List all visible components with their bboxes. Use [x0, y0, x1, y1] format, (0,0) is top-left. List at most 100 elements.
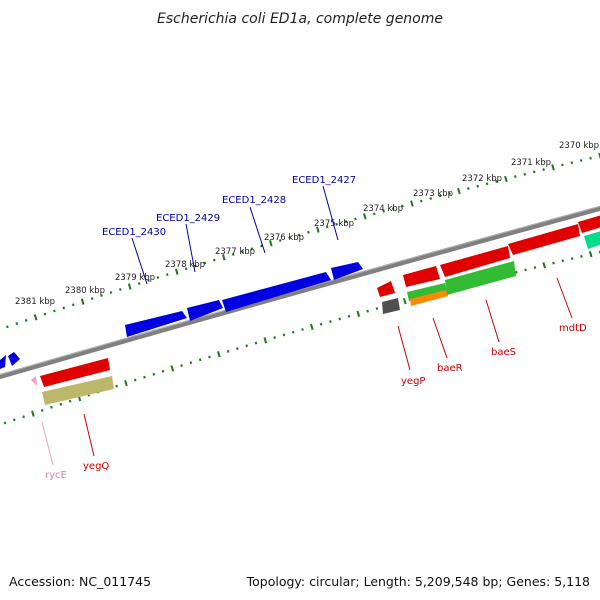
gene-label[interactable]: ECED1_2430: [102, 227, 166, 238]
minor-tick: [245, 344, 248, 348]
gene-label[interactable]: yegQ: [83, 461, 109, 472]
minor-tick: [589, 156, 592, 160]
minor-tick: [6, 325, 9, 329]
major-tick: [551, 164, 555, 171]
major-tick: [542, 262, 546, 269]
minor-tick: [184, 267, 188, 271]
kbp-label: 2378 kbp: [165, 260, 205, 270]
gene-arrow[interactable]: [407, 283, 447, 301]
gene-label[interactable]: baeR: [437, 363, 463, 374]
major-tick: [310, 323, 314, 330]
minor-tick: [347, 314, 351, 318]
minor-tick: [59, 402, 63, 406]
leader-line: [432, 317, 448, 359]
minor-tick: [420, 199, 423, 203]
gene-arrow[interactable]: [377, 281, 395, 297]
major-tick: [504, 175, 508, 183]
gene-arrow[interactable]: [382, 298, 400, 314]
minor-tick: [231, 252, 235, 256]
kbp-label: 2373 kbp: [413, 189, 453, 199]
minor-tick: [401, 204, 404, 208]
minor-tick: [203, 261, 207, 265]
leader-line: [83, 413, 95, 457]
minor-tick: [100, 294, 103, 297]
map-title: Escherichia coli ED1a, complete genome: [157, 11, 443, 27]
gene-label[interactable]: ECED1_2429: [156, 213, 220, 224]
major-tick: [222, 254, 226, 261]
minor-tick: [297, 233, 301, 237]
major-tick: [170, 365, 175, 372]
minor-tick: [273, 336, 276, 340]
major-tick: [174, 268, 179, 275]
minor-tick: [552, 261, 555, 265]
gene-label[interactable]: yegP: [401, 376, 425, 387]
minor-tick: [373, 212, 376, 216]
gene-arrow[interactable]: [410, 290, 448, 306]
gene-arrow[interactable]: [125, 311, 187, 337]
minor-tick: [208, 355, 211, 359]
minor-tick: [226, 349, 230, 353]
minor-tick: [119, 288, 122, 291]
minor-tick: [15, 322, 19, 326]
minor-tick: [382, 209, 385, 213]
gene-label[interactable]: mdtD: [559, 323, 587, 334]
minor-tick: [143, 375, 146, 379]
minor-tick: [467, 187, 470, 191]
minor-tick: [319, 322, 323, 326]
major-tick: [33, 314, 38, 321]
kbp-label: 2380 kbp: [65, 286, 105, 296]
lower-strand-genes: [31, 214, 600, 405]
leader-line: [185, 223, 196, 273]
minor-tick: [598, 250, 600, 254]
leader-line: [249, 206, 266, 254]
minor-tick: [72, 303, 75, 307]
gene-arrow[interactable]: [440, 246, 510, 277]
gene-arrow[interactable]: [222, 272, 331, 312]
minor-tick: [194, 264, 197, 268]
genome-backbone: [0, 205, 600, 380]
minor-tick: [524, 268, 527, 272]
gene-arrow[interactable]: [331, 262, 363, 280]
leader-line: [485, 299, 500, 343]
minor-tick: [43, 312, 47, 316]
gene-arrow[interactable]: [40, 358, 110, 387]
gene-arrow[interactable]: [508, 224, 580, 255]
minor-tick: [137, 282, 141, 285]
minor-tick: [335, 222, 338, 226]
accession-text: Accession: NC_011745: [9, 574, 151, 589]
gene-label[interactable]: rycE: [45, 470, 67, 481]
gene-arrow[interactable]: [403, 266, 440, 287]
minor-tick: [198, 358, 202, 362]
minor-tick: [429, 197, 432, 200]
minor-tick: [514, 175, 517, 179]
kbp-label: 2376 kbp: [264, 233, 304, 243]
major-tick: [588, 251, 593, 258]
minor-tick: [561, 163, 564, 167]
leader-line: [41, 421, 54, 466]
minor-tick: [515, 270, 518, 274]
gene-arrow[interactable]: [445, 261, 516, 295]
gene-arrow[interactable]: [0, 355, 6, 369]
minor-tick: [254, 341, 258, 345]
minor-tick: [495, 179, 498, 183]
gene-label[interactable]: ECED1_2427: [292, 175, 356, 186]
gene-arrow[interactable]: [584, 230, 600, 249]
minor-tick: [189, 361, 193, 365]
gene-arrow[interactable]: [42, 376, 114, 405]
leader-line: [322, 185, 339, 241]
gene-label[interactable]: baeS: [491, 347, 516, 358]
minor-tick: [147, 279, 150, 282]
gene-label[interactable]: ECED1_2428: [222, 195, 286, 206]
genome-summary-text: Topology: circular; Length: 5,209,548 bp…: [246, 574, 590, 589]
minor-tick: [291, 330, 295, 334]
rna-arrow[interactable]: [31, 376, 37, 386]
gene-arrow[interactable]: [578, 214, 600, 233]
minor-tick: [523, 172, 527, 176]
minor-tick: [476, 184, 479, 188]
minor-tick: [301, 328, 304, 331]
minor-tick: [109, 291, 113, 294]
gene-arrow[interactable]: [187, 300, 223, 321]
gene-arrow[interactable]: [8, 352, 20, 366]
minor-tick: [391, 207, 395, 211]
minor-tick: [288, 236, 291, 240]
